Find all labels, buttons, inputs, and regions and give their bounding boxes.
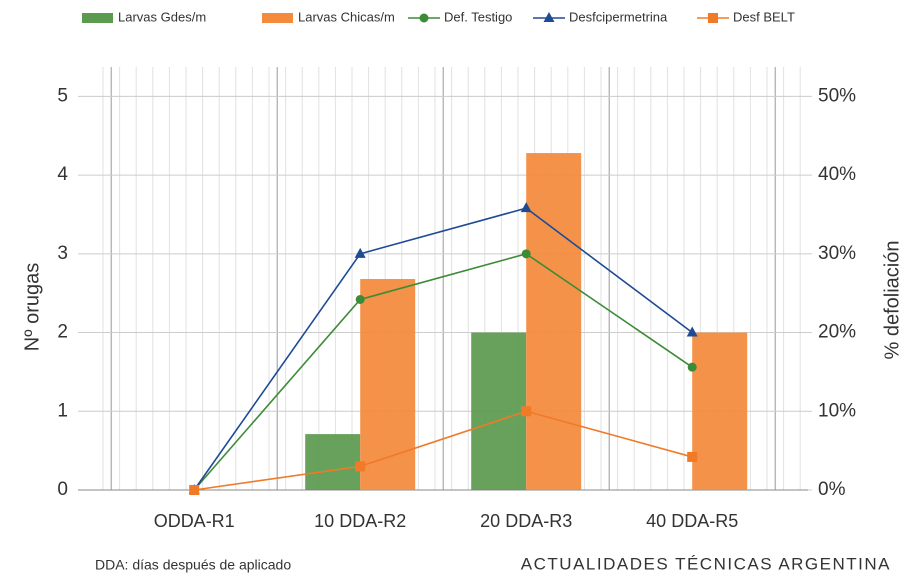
legend-label: Def. Testigo <box>444 9 512 24</box>
legend-swatch <box>82 13 113 23</box>
x-tick-label: 40 DDA-R5 <box>646 511 738 531</box>
line <box>193 252 693 491</box>
x-tick-label: 10 DDA-R2 <box>314 511 406 531</box>
line <box>193 207 693 491</box>
line <box>194 410 693 491</box>
y2-tick-label: 50% <box>818 85 856 106</box>
y-axis-title: Nº orugas <box>21 263 43 351</box>
point <box>355 294 365 304</box>
point <box>419 13 429 23</box>
point <box>687 362 697 372</box>
legend-swatch <box>262 13 293 23</box>
y2-tick-label: 20% <box>818 322 856 343</box>
point <box>708 13 718 23</box>
point <box>520 202 532 213</box>
y2-tick-label: 40% <box>818 164 856 185</box>
note: DDA: días después de aplicado <box>95 557 291 573</box>
point <box>355 461 366 472</box>
legend-label: Desf BELT <box>733 9 795 24</box>
bar <box>526 153 582 490</box>
y-tick-label: 0 <box>57 479 68 500</box>
x-tick-label: ODDA-R1 <box>154 511 235 531</box>
y2-tick-label: 30% <box>818 243 856 264</box>
y2-tick-label: 10% <box>818 400 856 421</box>
point <box>521 406 532 417</box>
bar <box>360 279 416 490</box>
point <box>354 247 366 258</box>
y-tick-label: 2 <box>57 322 68 343</box>
source: ACTUALIDADES TÉCNICAS ARGENTINA <box>521 554 891 573</box>
legend-label: Larvas Chicas/m <box>298 9 395 24</box>
point <box>687 451 698 462</box>
point <box>543 12 555 22</box>
legend-label: Larvas Gdes/m <box>118 9 206 24</box>
y2-tick-label: 0% <box>818 479 846 500</box>
y-tick-label: 1 <box>57 400 68 421</box>
y-tick-label: 4 <box>57 164 68 185</box>
y-tick-label: 5 <box>57 85 68 106</box>
x-tick-label: 20 DDA-R3 <box>480 511 572 531</box>
bar <box>471 332 527 490</box>
bar <box>305 434 361 490</box>
point <box>189 485 200 495</box>
y-tick-label: 3 <box>57 243 68 264</box>
point <box>686 326 698 337</box>
point <box>521 249 531 259</box>
bar <box>692 332 748 490</box>
legend-label: Desfcipermetrina <box>569 9 668 24</box>
y2-axis-title: % defoliación <box>881 241 903 360</box>
